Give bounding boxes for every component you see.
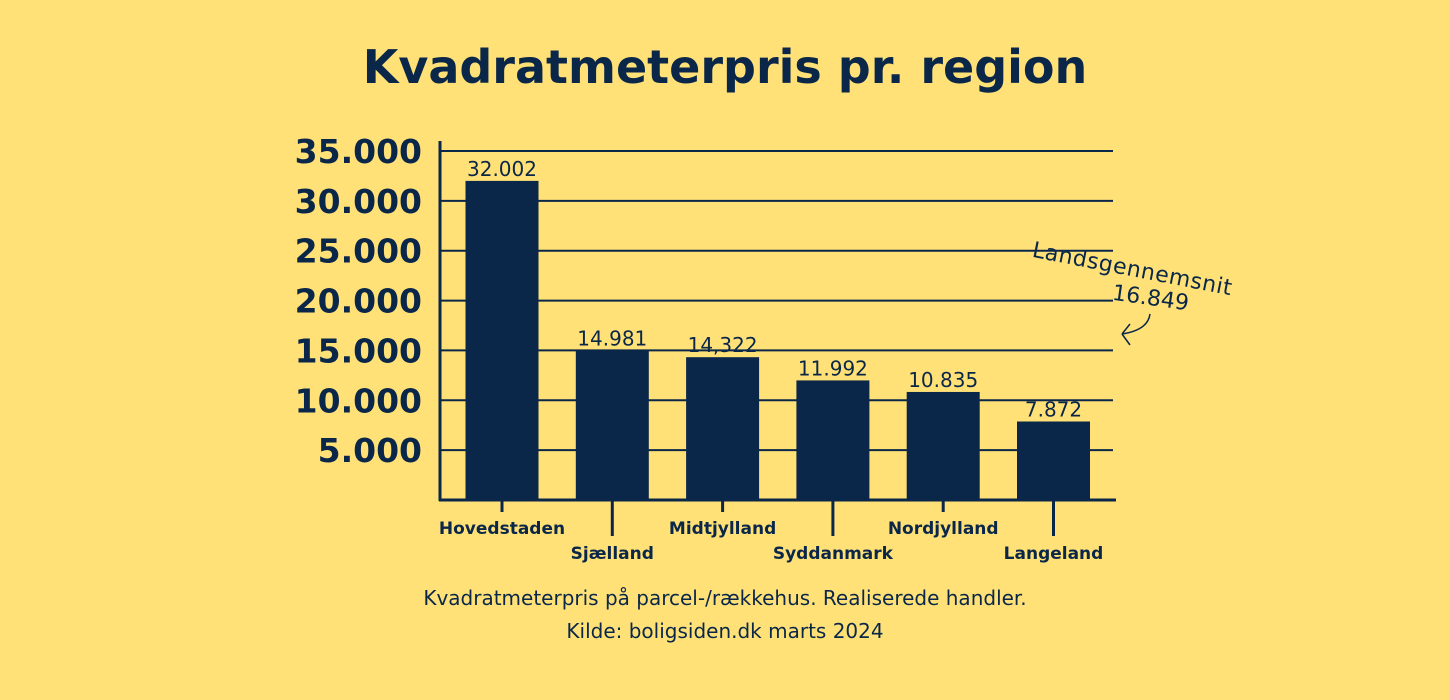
y-tick-label: 35.000 xyxy=(295,132,422,171)
y-tick-label: 25.000 xyxy=(295,232,422,271)
x-tick-label: Nordjylland xyxy=(888,519,999,539)
caption-line-1: Kvadratmeterpris på parcel-/rækkehus. Re… xyxy=(423,586,1027,610)
bar xyxy=(686,357,760,500)
x-tick-label: Syddanmark xyxy=(773,544,894,564)
y-tick-label: 20.000 xyxy=(295,282,422,321)
caption-line-2: Kilde: boligsiden.dk marts 2024 xyxy=(566,619,884,643)
data-label: 10.835 xyxy=(908,368,978,392)
data-label: 11.992 xyxy=(798,356,868,380)
x-tick-label: Midtjylland xyxy=(669,519,776,539)
data-label: 32.002 xyxy=(467,157,537,181)
y-tick-label: 5.000 xyxy=(318,431,422,470)
x-tick-label: Langeland xyxy=(1004,544,1104,564)
data-label: 7.872 xyxy=(1025,398,1082,422)
x-tick-label: Sjælland xyxy=(571,544,654,564)
bar xyxy=(906,391,980,500)
bar xyxy=(465,180,539,500)
x-tick-label: Hovedstaden xyxy=(439,519,565,539)
bar xyxy=(796,380,870,500)
y-tick-label: 10.000 xyxy=(295,381,422,420)
chart-title: Kvadratmeterpris pr. region xyxy=(362,40,1088,94)
y-tick-label: 30.000 xyxy=(295,182,422,221)
data-label: 14,322 xyxy=(688,333,758,357)
arrow-icon xyxy=(1121,313,1151,346)
data-label: 14.981 xyxy=(577,327,647,351)
y-tick-label: 15.000 xyxy=(295,331,422,370)
bar xyxy=(575,350,649,500)
bar xyxy=(1017,421,1090,500)
